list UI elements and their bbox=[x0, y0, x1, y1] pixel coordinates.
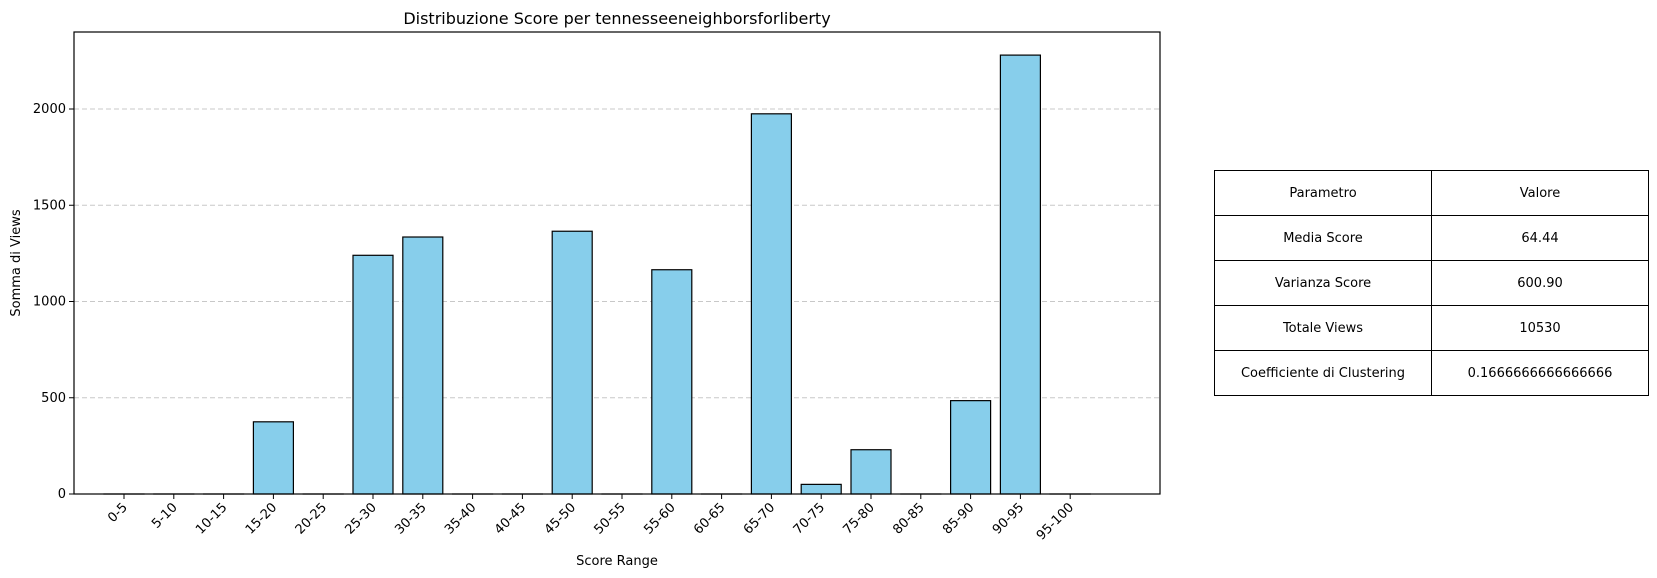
bar bbox=[551, 230, 593, 495]
y-axis: 0 500 1000 1500 2000 bbox=[33, 102, 74, 502]
y-tick-label: 2000 bbox=[33, 102, 66, 117]
x-tick-label: 60-65 bbox=[691, 500, 728, 537]
table-cell: Parametro bbox=[1214, 170, 1432, 216]
x-tick-label: 65-70 bbox=[741, 500, 778, 537]
bar bbox=[402, 236, 444, 495]
x-tick-label: 80-85 bbox=[890, 500, 927, 537]
x-tick-label: 40-45 bbox=[492, 500, 529, 537]
table-cell: Varianza Score bbox=[1214, 260, 1432, 306]
stats-table: Parametro Valore Media Score 64.44 Varia… bbox=[1214, 170, 1649, 396]
table-header-row: Parametro Valore bbox=[1214, 170, 1649, 216]
x-tick-label: 35-40 bbox=[442, 500, 479, 537]
table-row: Media Score 64.44 bbox=[1214, 215, 1649, 261]
x-tick-label: 95-100 bbox=[1034, 500, 1077, 543]
y-tick-label: 1000 bbox=[33, 295, 66, 310]
table-cell: 0.1666666666666666 bbox=[1431, 350, 1649, 396]
bar bbox=[252, 421, 294, 495]
x-tick-label: 85-90 bbox=[940, 500, 977, 537]
table-row: Coefficiente di Clustering 0.16666666666… bbox=[1214, 350, 1649, 396]
x-tick-label: 20-25 bbox=[293, 500, 330, 537]
chart-title: Distribuzione Score per tennesseeneighbo… bbox=[403, 9, 830, 28]
x-axis-label: Score Range bbox=[576, 554, 658, 569]
x-tick-label: 15-20 bbox=[243, 500, 280, 537]
plot-frame bbox=[73, 31, 1161, 495]
grid-lines bbox=[74, 108, 1160, 399]
table-row: Totale Views 10530 bbox=[1214, 305, 1649, 351]
y-tick-label: 500 bbox=[41, 391, 66, 406]
x-tick-label: 25-30 bbox=[343, 500, 380, 537]
bar bbox=[800, 483, 842, 495]
x-tick-label: 5-10 bbox=[149, 500, 180, 531]
x-tick-label: 10-15 bbox=[193, 500, 230, 537]
table-cell: Media Score bbox=[1214, 215, 1432, 261]
x-axis: 0-5 5-10 10-15 15-20 20-25 25-30 30-35 35-40 40-… bbox=[105, 494, 1077, 543]
table-cell: 600.90 bbox=[1431, 260, 1649, 306]
x-tick-label: 45-50 bbox=[542, 500, 579, 537]
bar bbox=[999, 54, 1042, 495]
x-tick-label: 55-60 bbox=[641, 500, 678, 537]
bars bbox=[103, 54, 1091, 495]
table-cell: 64.44 bbox=[1431, 215, 1649, 261]
bar-chart: Distribuzione Score per tennesseeneighbo… bbox=[9, 9, 1161, 569]
y-tick-label: 0 bbox=[58, 487, 66, 502]
x-tick-label: 30-35 bbox=[392, 500, 429, 537]
x-tick-label: 90-95 bbox=[990, 500, 1027, 537]
x-tick-label: 70-75 bbox=[791, 500, 828, 537]
table-cell: Totale Views bbox=[1214, 305, 1432, 351]
bar bbox=[352, 254, 394, 495]
bar bbox=[750, 113, 793, 495]
bar bbox=[651, 269, 693, 495]
x-tick-label: 0-5 bbox=[105, 500, 131, 526]
x-tick-label: 75-80 bbox=[841, 500, 878, 537]
y-axis-label: Somma di Views bbox=[9, 209, 24, 316]
bar bbox=[949, 400, 992, 495]
x-tick-label: 50-55 bbox=[592, 500, 629, 537]
table-row: Varianza Score 600.90 bbox=[1214, 260, 1649, 306]
y-tick-label: 1500 bbox=[33, 198, 66, 213]
table-cell: Coefficiente di Clustering bbox=[1214, 350, 1432, 396]
bar bbox=[850, 449, 892, 495]
table-cell: 10530 bbox=[1431, 305, 1649, 351]
table-cell: Valore bbox=[1431, 170, 1649, 216]
